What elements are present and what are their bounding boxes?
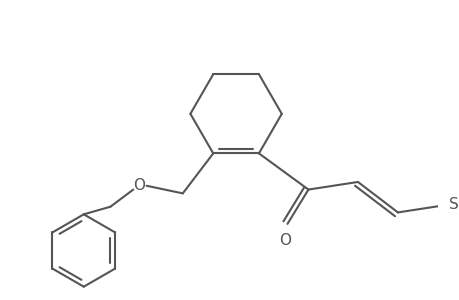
Text: O: O (279, 233, 291, 248)
Text: O: O (132, 178, 145, 193)
Text: Si: Si (448, 197, 459, 212)
